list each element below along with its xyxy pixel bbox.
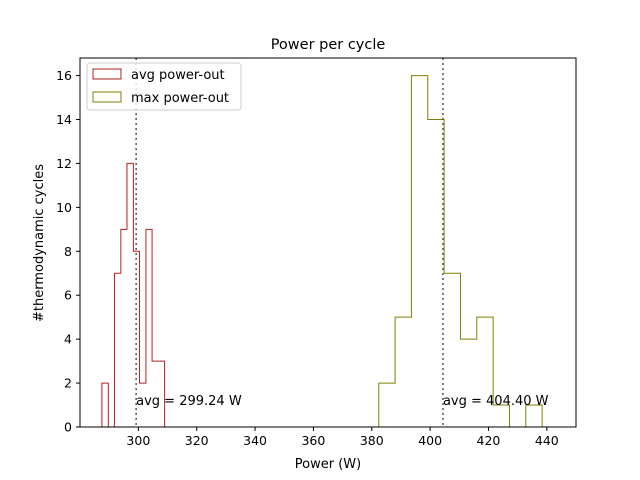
x-tick-label: 400 xyxy=(418,433,442,448)
legend-box xyxy=(86,62,242,111)
y-tick-label: 12 xyxy=(56,156,72,171)
legend: avg power-out max power-out xyxy=(86,62,242,111)
y-tick-label: 6 xyxy=(64,288,72,303)
x-tick-label: 360 xyxy=(301,433,325,448)
x-tick-label: 440 xyxy=(535,433,559,448)
mean-label-1: avg = 404.40 W xyxy=(443,394,549,409)
mean-annotations: avg = 299.24 W avg = 404.40 W xyxy=(135,58,549,427)
y-axis-ticks: 0 2 4 6 8 10 12 14 16 xyxy=(56,68,80,435)
x-tick-label: 320 xyxy=(185,433,209,448)
y-tick-label: 4 xyxy=(64,332,72,347)
x-tick-label: 300 xyxy=(126,433,150,448)
x-axis-ticks: 300 320 340 360 380 400 420 440 xyxy=(126,427,559,448)
y-tick-label: 8 xyxy=(64,244,72,259)
legend-swatch-avg xyxy=(92,68,122,80)
y-axis-label: #thermodynamic cycles xyxy=(32,164,47,322)
histogram-series-1 xyxy=(378,75,559,428)
y-tick-label: 14 xyxy=(56,112,72,127)
x-tick-label: 420 xyxy=(477,433,501,448)
legend-label-max: max power-out xyxy=(131,91,229,106)
legend-label-avg: avg power-out xyxy=(131,68,225,83)
chart-title: Power per cycle xyxy=(271,37,386,53)
x-axis-label: Power (W) xyxy=(295,457,361,472)
y-tick-label: 2 xyxy=(64,376,72,391)
x-tick-label: 380 xyxy=(360,433,384,448)
y-tick-label: 10 xyxy=(56,200,72,215)
legend-swatch-max xyxy=(92,91,122,103)
y-tick-label: 0 xyxy=(64,420,72,435)
x-tick-label: 340 xyxy=(243,433,267,448)
y-tick-label: 16 xyxy=(56,68,72,83)
plot-frame xyxy=(79,57,577,428)
mean-label-0: avg = 299.24 W xyxy=(136,394,242,409)
